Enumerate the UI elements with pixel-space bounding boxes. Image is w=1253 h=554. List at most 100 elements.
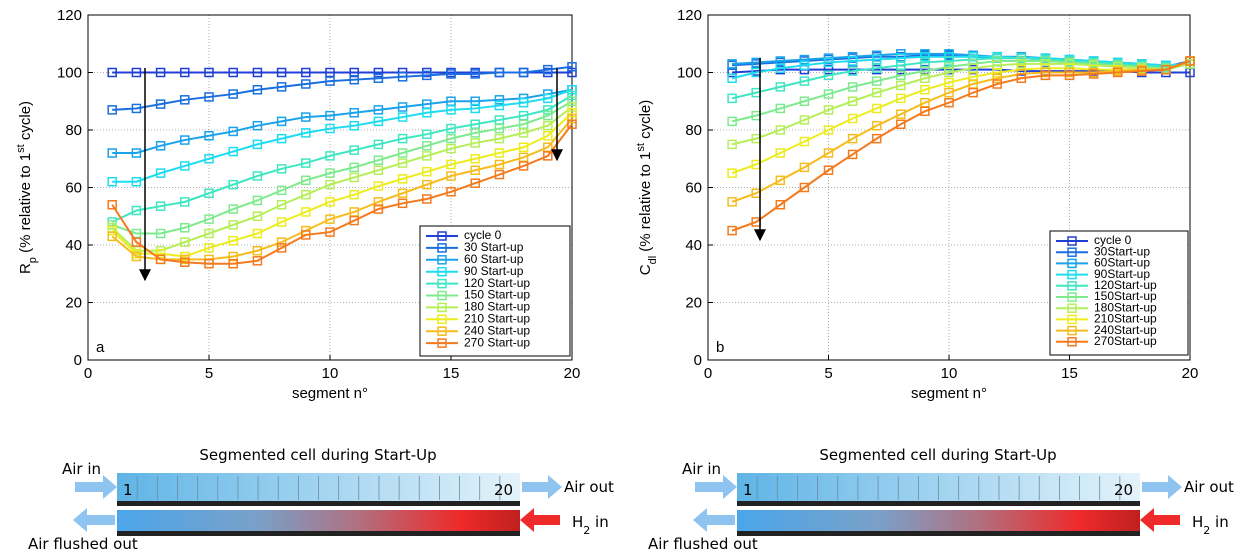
data-point (373, 155, 384, 165)
data-point (567, 85, 577, 95)
legend-marker (437, 326, 447, 336)
air-in-arrow (695, 475, 737, 499)
data-point (204, 228, 214, 239)
data-point (944, 67, 954, 78)
y-tick-label: 40 (685, 237, 702, 254)
legend-marker (1067, 236, 1077, 246)
data-point (397, 148, 408, 158)
data-point (204, 243, 214, 253)
data-point (1088, 69, 1099, 79)
y-axis-label-part: cycle) (17, 101, 34, 144)
data-point (727, 139, 737, 150)
data-point (920, 51, 930, 62)
data-point (252, 246, 263, 256)
data-point (896, 93, 906, 104)
data-point (373, 67, 384, 78)
y-axis-label-part: cycle) (637, 100, 654, 143)
data-point (301, 207, 311, 217)
air-flushed-label: Air flushed out (648, 535, 758, 553)
air-in-arrow (75, 475, 117, 499)
data-point (896, 119, 906, 129)
data-point (567, 108, 577, 118)
data-point (871, 76, 882, 86)
data-point (567, 102, 577, 112)
data-point (252, 195, 263, 206)
x-tick-label: 20 (1182, 365, 1199, 382)
data-point (155, 228, 166, 239)
legend-marker (1067, 314, 1077, 325)
data-point (494, 133, 505, 144)
legend-marker (437, 302, 447, 313)
data-point (155, 168, 166, 178)
data-point (518, 142, 529, 152)
data-point (325, 151, 335, 161)
y-tick-label: 0 (74, 352, 82, 369)
data-point (276, 243, 287, 253)
data-point (228, 126, 238, 137)
data-point (567, 90, 577, 101)
legend-label: cycle 0 (464, 228, 502, 242)
h2-in-label-part: H (1192, 513, 1203, 531)
cell-bottom-edge (117, 531, 520, 536)
legend-label: 90 Start-up (464, 264, 524, 278)
data-point (727, 225, 737, 236)
data-point (228, 220, 238, 230)
data-point (518, 67, 529, 78)
data-point (180, 257, 190, 267)
data-point (155, 254, 166, 265)
data-point (276, 185, 287, 196)
data-point (301, 79, 311, 89)
data-point (397, 174, 408, 184)
air-in-label: Air in (62, 460, 101, 478)
data-point (301, 158, 311, 168)
data-point (349, 145, 359, 155)
data-point (107, 105, 117, 115)
data-point (567, 67, 577, 78)
data-point (131, 103, 142, 114)
data-point (180, 95, 190, 105)
data-point (799, 162, 810, 173)
data-point (276, 67, 287, 78)
data-point (871, 87, 882, 98)
data-point (228, 251, 238, 262)
data-point (567, 96, 577, 106)
y-tick-label: 0 (694, 352, 702, 369)
data-point (727, 93, 737, 104)
data-point (325, 197, 335, 207)
data-point (823, 89, 834, 99)
air-flushed-label: Air flushed out (28, 535, 138, 553)
legend-label: 210Start-up (1094, 312, 1157, 326)
data-point (155, 67, 166, 78)
legend-marker (437, 243, 447, 253)
data-point (325, 168, 335, 178)
data-point (301, 128, 311, 138)
data-point (228, 67, 238, 78)
data-point (847, 149, 858, 160)
data-point (325, 76, 335, 86)
data-point (276, 200, 287, 210)
data-point (494, 67, 505, 78)
data-point (1112, 67, 1123, 78)
data-point (252, 120, 263, 131)
data-point (896, 53, 906, 63)
diagram-title: Segmented cell during Start-Up (819, 446, 1056, 464)
data-point (871, 103, 882, 114)
x-tick-label: 15 (1061, 365, 1078, 382)
data-point (252, 256, 263, 266)
data-point (228, 179, 238, 190)
y-tick-label: 100 (57, 65, 82, 82)
legend-label: 90Start-up (1094, 267, 1150, 281)
y-tick-label: 120 (57, 7, 82, 24)
legend-label: 240 Start-up (464, 323, 530, 337)
legend-label: 60 Start-up (464, 252, 524, 266)
data-point (1137, 66, 1147, 76)
legend-label: 30Start-up (1094, 244, 1150, 258)
data-point (775, 56, 786, 66)
data-point (228, 89, 238, 99)
data-point (944, 97, 954, 108)
last-segment: 20 (1114, 481, 1133, 499)
legend-marker (437, 314, 447, 325)
data-point (944, 56, 954, 66)
data-point (422, 108, 432, 118)
